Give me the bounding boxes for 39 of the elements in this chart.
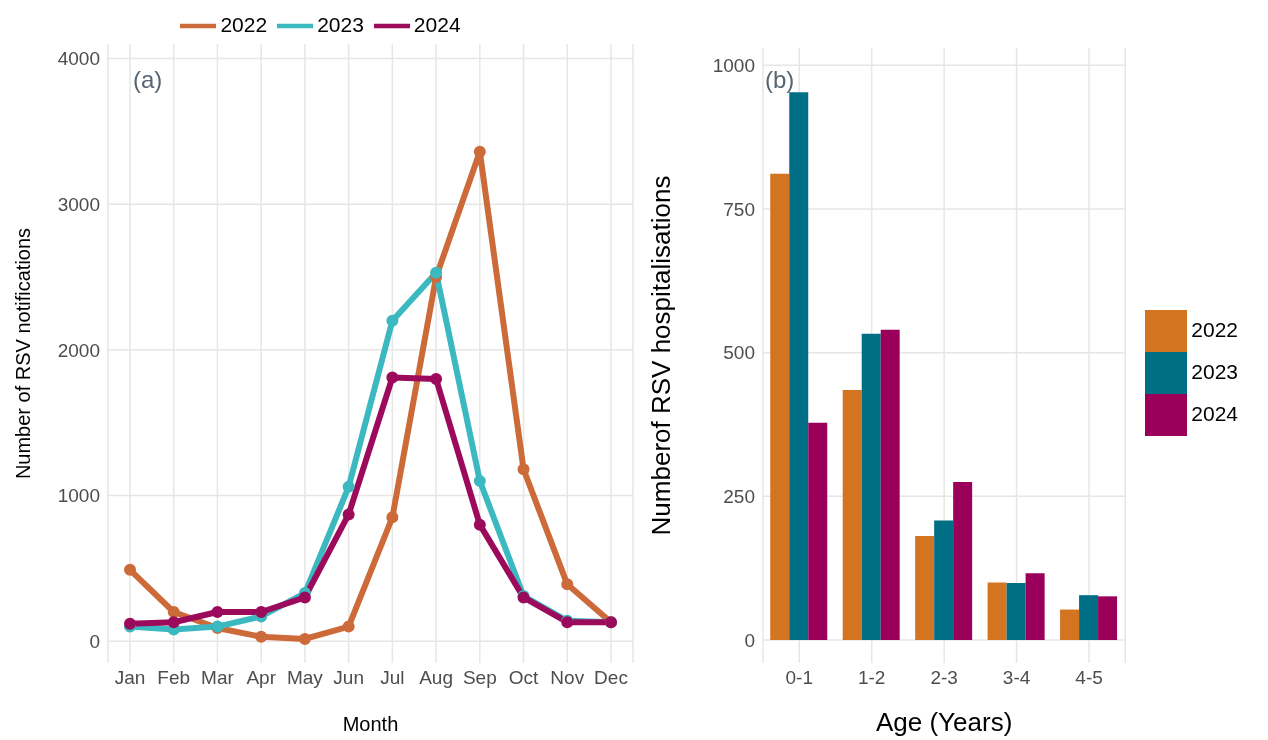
- y-tick-label: 1000: [57, 485, 100, 507]
- y-axis-title: Number of RSV notifications: [12, 227, 35, 480]
- x-tick-label: 0-1: [785, 667, 813, 689]
- x-tick-label: 2-3: [930, 667, 958, 689]
- y-tick-label: 1000: [712, 54, 755, 76]
- x-tick-label: Jun: [333, 667, 364, 689]
- y-tick-label: 0: [744, 629, 755, 651]
- x-tick-label: 3-4: [1002, 667, 1031, 689]
- y-tick-label: 750: [723, 198, 755, 220]
- y-tick-label: 4000: [57, 48, 100, 70]
- legend-label: 2022: [220, 12, 268, 36]
- legend-label: 2023: [317, 12, 364, 36]
- y-axis-title: Numberof RSV hospitalisations: [646, 175, 677, 536]
- y-tick-label: 2000: [57, 339, 100, 361]
- x-tick-label: Nov: [550, 667, 585, 689]
- x-tick-label: Aug: [419, 667, 453, 689]
- annotation: (b): [765, 66, 795, 94]
- x-tick-label: Jan: [114, 667, 146, 689]
- y-tick-label: 0: [89, 630, 100, 652]
- legend-label: 2024: [413, 12, 461, 36]
- x-tick-label: Apr: [246, 667, 277, 689]
- legend-label: 2024: [1191, 401, 1238, 425]
- x-tick-label: May: [286, 667, 324, 689]
- x-tick-label: Dec: [594, 667, 628, 689]
- legend-label: 2023: [1191, 359, 1238, 383]
- x-axis-title: Age (Years): [875, 707, 1013, 737]
- x-tick-label: Jul: [380, 667, 405, 689]
- x-tick-label: Sep: [462, 667, 497, 689]
- y-tick-label: 3000: [57, 193, 100, 215]
- annotation: (a): [133, 66, 163, 94]
- x-tick-label: Oct: [508, 667, 540, 689]
- x-tick-label: Mar: [201, 667, 235, 689]
- y-tick-label: 250: [723, 486, 755, 508]
- x-tick-label: Feb: [157, 667, 191, 689]
- x-axis-title: Month: [342, 713, 399, 735]
- x-tick-label: 4-5: [1075, 667, 1103, 689]
- y-tick-label: 500: [723, 342, 755, 364]
- legend-label: 2022: [1191, 317, 1238, 341]
- x-tick-label: 1-2: [857, 667, 886, 689]
